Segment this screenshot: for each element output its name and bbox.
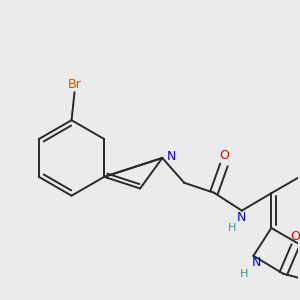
Text: H: H [240,269,249,279]
Text: N: N [237,211,247,224]
Text: O: O [219,149,229,163]
Text: H: H [228,224,236,233]
Text: N: N [252,256,261,269]
Text: N: N [167,151,176,164]
Text: Br: Br [68,78,81,91]
Text: O: O [290,230,300,243]
